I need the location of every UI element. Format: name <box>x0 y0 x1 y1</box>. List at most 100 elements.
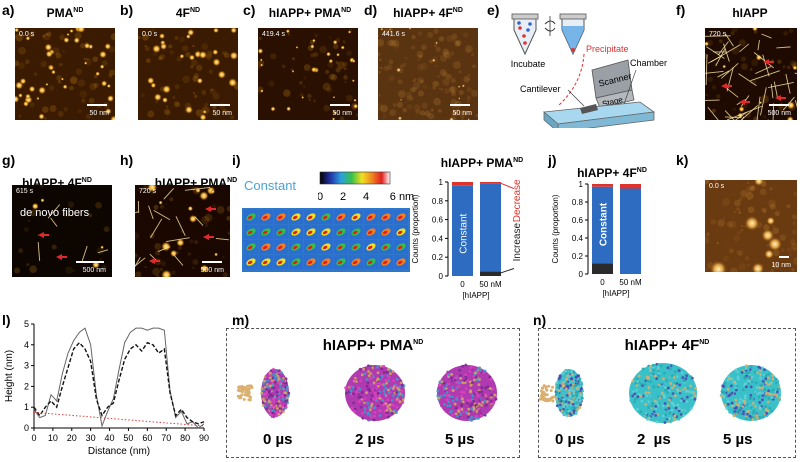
series-line-0-min <box>33 327 205 429</box>
afm-image-hiapp: 720 s 500 nm <box>705 28 797 120</box>
scale-bar-label: 50 nm <box>452 110 472 117</box>
y-tick-label: 0.4 <box>572 234 584 243</box>
panel-d-title: hIAPP+ 4FND <box>393 6 463 20</box>
panel-label-k: k) <box>676 152 689 168</box>
md-title-pma: hIAPP+ PMAND <box>322 337 424 354</box>
colorbar-tick: 0 <box>318 191 323 203</box>
scale-bar-label: 50 nm <box>332 110 352 117</box>
afm-timestamp: 720 s <box>709 31 727 38</box>
afm-timestamp: 0.0 s <box>142 31 158 38</box>
panel-label-i: i) <box>232 152 241 168</box>
y-axis-label: Counts (proportion) <box>411 194 420 263</box>
x-tick-label: 70 <box>161 433 171 443</box>
red-arrow-icon <box>721 83 727 89</box>
x-tick-label: 0 <box>600 278 605 287</box>
cantilever-icon <box>580 104 598 114</box>
kymograph-thumbnails <box>242 208 410 272</box>
constant-label: Constant <box>244 178 297 193</box>
scale-bar <box>210 104 230 106</box>
afm-image-pma-nd: 0.0 s 50 nm <box>15 28 115 120</box>
panel-label-l: l) <box>2 312 11 328</box>
afm-timestamp: 419.4 s <box>262 31 285 38</box>
bar-segment-decrease <box>620 184 641 189</box>
bar-segment-decrease <box>452 182 473 186</box>
bar-segment-constant <box>452 185 473 276</box>
scale-bar-label: 50 nm <box>89 110 109 117</box>
decrease-annotation: Decrease <box>512 179 523 222</box>
md-snapshot-box-4f: hIAPP+ 4FND 0 µs 2 µs 5 µs <box>538 328 796 458</box>
bar-segment-increase <box>480 271 501 276</box>
y-tick-label: 0.4 <box>432 234 444 243</box>
md-time: 5 µs <box>445 431 475 448</box>
afm-image-hiapp-4f-nd: 441.6 s 50 nm <box>378 28 478 120</box>
panel-b-title: 4FND <box>175 6 201 20</box>
md-time: 2 µs <box>637 431 671 448</box>
afm-timestamp: 441.6 s <box>382 31 405 38</box>
colorbar-tick: 6 nm <box>390 191 414 203</box>
y-tick-label: 0.2 <box>432 253 444 262</box>
afm-image-hiapp-pma-nd-fibers: 720 s 500 nm <box>135 185 230 277</box>
red-arrow-icon <box>205 206 211 212</box>
incubate-label: Incubate <box>511 59 546 69</box>
y-tick-label: 0.8 <box>572 198 584 207</box>
de-novo-fibers-label: de novo fibers <box>20 207 90 219</box>
chamber-icon <box>543 101 656 128</box>
y-tick-label: 1 <box>579 180 584 189</box>
bar-segment-decrease <box>480 182 501 184</box>
scale-bar <box>87 104 107 106</box>
chamber-label: Chamber <box>630 58 667 68</box>
panel-f-title: hIAPP <box>732 6 768 20</box>
panel-label-n: n) <box>533 312 547 328</box>
increase-pointer <box>499 268 515 274</box>
y-tick-label: 0 <box>579 270 584 279</box>
panel-label-c: c) <box>243 2 256 18</box>
scale-bar <box>769 104 789 106</box>
bar-segment-decrease <box>592 184 613 187</box>
x-tick-label: 0 <box>31 433 36 443</box>
scale-bar <box>330 104 350 106</box>
panel-label-b: b) <box>120 2 134 18</box>
y-tick-label: 0.6 <box>432 216 444 225</box>
hs-afm-schematic: Incubate Precipitate Scanner Stage Chamb… <box>511 13 667 128</box>
y-tick-label: 0.8 <box>432 197 444 206</box>
x-axis-label: [hIAPP] <box>602 289 629 298</box>
y-tick-label: 5 <box>24 319 29 329</box>
md-title-4f: hIAPP+ 4FND <box>624 337 710 354</box>
x-tick-label: 50 <box>123 433 133 443</box>
afm-timestamp: 0.0 s <box>19 31 35 38</box>
panel-label-e: e) <box>487 2 500 18</box>
scale-bar-label: 50 nm <box>212 110 232 117</box>
bar-segment-constant <box>480 183 501 272</box>
afm-image-hiapp-4f-nd-fibers: 615 s de novo fibers 500 nm <box>12 185 112 277</box>
x-tick-label: 80 <box>180 433 190 443</box>
precipitate-label: Precipitate <box>586 44 629 54</box>
stacked-bar-chart-pma: 0 0.2 0.4 0.6 0.8 1 Counts (proportion) 0 50 nM [… <box>411 178 523 300</box>
bar-segment-constant <box>592 186 613 264</box>
legend-20min: 20 min <box>128 318 167 321</box>
y-tick-label: 0.2 <box>572 252 584 261</box>
red-arrow-icon <box>763 59 769 65</box>
red-arrow-icon <box>56 254 62 260</box>
x-tick-label: 0 <box>460 280 465 289</box>
colorbar-tick: 2 <box>340 191 346 203</box>
x-tick-label: 40 <box>105 433 115 443</box>
panel-a-title: PMAND <box>46 6 84 20</box>
series-line-baseline <box>33 411 205 427</box>
scale-bar-label: 500 nm <box>200 267 224 274</box>
rotate-arrow-icon <box>544 20 556 25</box>
scale-bar-label: 500 nm <box>82 267 106 274</box>
legend-0min: 0 min <box>75 318 107 321</box>
y-tick-label: 1 <box>439 178 444 187</box>
precipitate-tube-icon <box>559 13 587 56</box>
colorbar-tick: 4 <box>363 191 369 203</box>
incubate-tube-icon <box>511 13 539 56</box>
chart-j-title: hIAPP+ 4FND <box>577 166 647 180</box>
afm-timestamp: 720 s <box>139 188 157 195</box>
panel-label-d: d) <box>364 2 378 18</box>
chart-i-title: hIAPP+ PMAND <box>440 156 524 170</box>
afm-image-hiapp-pma-nd: 419.4 s 50 nm <box>258 28 358 120</box>
panel-label-h: h) <box>120 152 134 168</box>
y-tick-label: 2 <box>24 381 29 391</box>
y-tick-label: 0.6 <box>572 216 584 225</box>
